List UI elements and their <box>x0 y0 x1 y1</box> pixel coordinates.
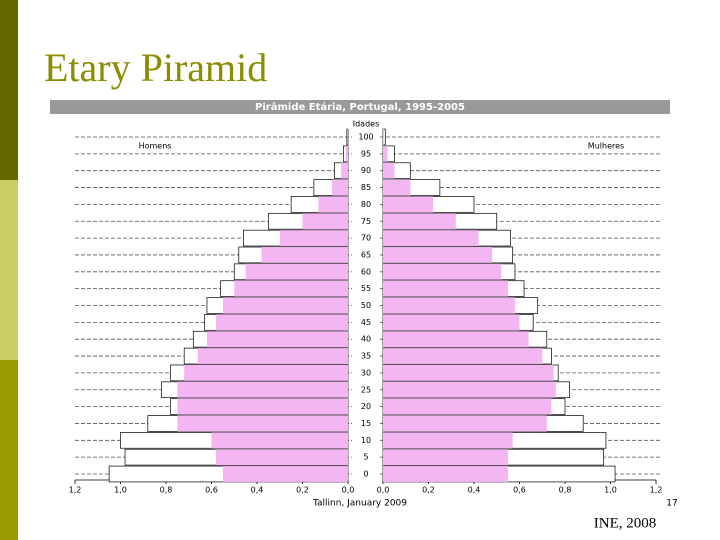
bar <box>383 280 509 297</box>
y-tick-label: 30 <box>361 368 371 377</box>
y-tick-label: 70 <box>361 234 371 243</box>
x-tick-label: 0,6 <box>205 486 218 495</box>
bar <box>216 449 348 466</box>
bar <box>279 230 348 247</box>
y-tick-label: 75 <box>361 217 371 226</box>
bar <box>345 145 348 162</box>
bar <box>197 348 348 364</box>
bar <box>383 432 513 449</box>
bar <box>383 247 493 263</box>
bar <box>245 263 348 280</box>
bar <box>184 364 348 381</box>
chart-title: Pirâmide Etária, Portugal, 1995-2005 <box>255 101 465 113</box>
bar <box>383 179 411 196</box>
bar <box>318 196 348 213</box>
y-tick-label: 95 <box>361 149 371 158</box>
y-tick-label: 45 <box>361 318 371 327</box>
bar <box>383 162 395 179</box>
y-tick-label: 90 <box>361 166 371 175</box>
x-tick-label: 0,0 <box>342 486 355 495</box>
bar <box>177 398 348 415</box>
bar <box>211 432 348 449</box>
x-tick-label: 0,2 <box>296 486 309 495</box>
chart-header <box>50 100 670 114</box>
y-tick-label: 25 <box>361 385 371 394</box>
y-tick-label: 40 <box>361 335 371 344</box>
x-tick-label: 1,0 <box>604 486 617 495</box>
y-tick-label: 50 <box>361 301 371 310</box>
y-tick-label: 10 <box>361 436 371 445</box>
x-tick-label: 0,2 <box>422 486 435 495</box>
y-tick-label: 80 <box>361 200 371 209</box>
x-tick-label: 0,0 <box>377 486 390 495</box>
plot: 0 5 10 15 20 25 30 35 40 45 50 55 60 65 70 75 80 85 90 95 10… <box>69 128 663 495</box>
y-tick-label: 5 <box>363 453 368 462</box>
legend-label: Mulheres <box>588 142 624 151</box>
bar <box>261 247 348 263</box>
bar <box>383 348 543 364</box>
bar <box>383 196 434 213</box>
bar <box>383 415 547 432</box>
bar <box>177 415 348 432</box>
y-tick-label: 55 <box>361 284 371 293</box>
bar <box>383 314 520 331</box>
bar <box>383 263 502 280</box>
y-tick-label: 100 <box>358 133 373 142</box>
bar <box>222 466 348 482</box>
x-tick-label: 0,6 <box>513 486 526 495</box>
bar <box>177 381 348 398</box>
side-strip <box>0 180 18 360</box>
bar <box>302 213 348 230</box>
x-tick-label: 1,2 <box>650 486 663 495</box>
bar <box>206 331 348 348</box>
side-strip <box>0 0 18 180</box>
slide-title: Etary Piramid <box>44 45 267 90</box>
page-number: 17 <box>666 499 677 509</box>
bar <box>341 162 348 179</box>
bar <box>383 213 456 230</box>
x-tick-label: 1,2 <box>69 486 82 495</box>
bar <box>383 364 554 381</box>
bar <box>332 179 348 196</box>
y-tick-label: 85 <box>361 183 371 192</box>
x-tick-label: 0,4 <box>468 486 481 495</box>
source: INE, 2008 <box>594 515 657 531</box>
x-tick-label: 1,0 <box>114 486 127 495</box>
bar <box>383 449 509 466</box>
bar <box>383 381 556 398</box>
bar <box>234 280 348 297</box>
y-tick-label: 20 <box>361 402 371 411</box>
y-tick-label: 65 <box>361 250 371 259</box>
bar <box>216 314 348 331</box>
bar <box>222 297 348 314</box>
bar <box>383 297 515 314</box>
bar <box>383 398 552 415</box>
legend-label: Homens <box>139 142 172 151</box>
x-tick-label: 0,8 <box>559 486 572 495</box>
y-tick-label: 15 <box>361 419 371 428</box>
side-strip <box>0 360 18 540</box>
bar <box>383 230 479 247</box>
bar <box>383 331 529 348</box>
y-tick-label: 35 <box>361 352 371 361</box>
x-tick-label: 0,8 <box>160 486 173 495</box>
y-tick-label: 0 <box>363 470 368 479</box>
y-tick-label: 60 <box>361 267 371 276</box>
bar <box>383 145 388 162</box>
x-tick-label: 0,4 <box>251 486 264 495</box>
bar <box>383 129 384 145</box>
footer: Tallinn, January 2009 <box>312 499 407 509</box>
y-axis-label: Idades <box>353 120 380 129</box>
bar <box>383 466 509 482</box>
